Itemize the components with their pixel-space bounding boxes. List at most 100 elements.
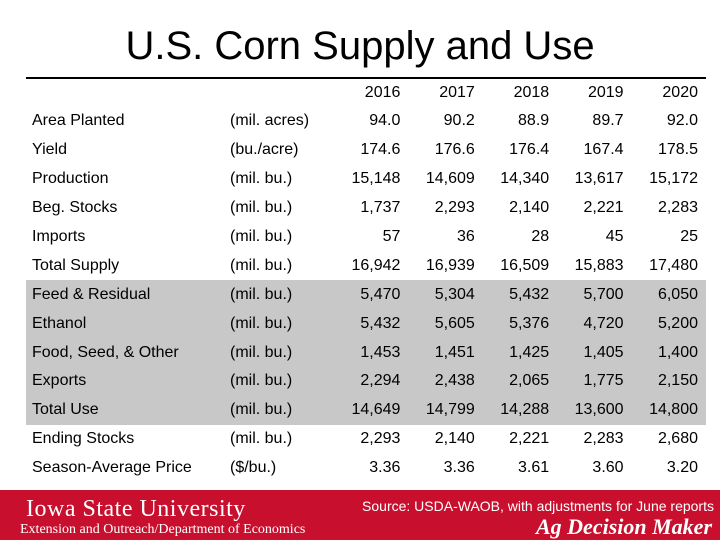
table-header-row: 2016 2017 2018 2019 2020 bbox=[26, 79, 706, 107]
row-label: Total Use bbox=[26, 395, 222, 425]
value-cell: 3.36 bbox=[443, 459, 475, 477]
row-label: Yield bbox=[32, 141, 67, 159]
table-row: Area Planted (mil. acres) 94.0 90.2 88.9 89.7… bbox=[26, 107, 706, 136]
year-header: 2018 bbox=[513, 84, 550, 101]
footer-bar bbox=[0, 490, 720, 540]
row-label: Total Supply bbox=[32, 256, 120, 274]
value-cell: 2,283 bbox=[583, 430, 624, 448]
value-cell: 28 bbox=[531, 228, 550, 245]
value-cell: 15,148 bbox=[351, 170, 401, 188]
value-cell: 4,720 bbox=[557, 309, 632, 339]
row-unit: (mil. bu.) bbox=[230, 256, 293, 274]
row-unit: (mil. bu.) bbox=[222, 367, 334, 396]
value-cell: 89.7 bbox=[592, 112, 624, 130]
row-unit: (mil. bu.) bbox=[230, 199, 293, 217]
value-cell: 5,304 bbox=[408, 280, 483, 310]
value-cell: 174.6 bbox=[360, 141, 401, 159]
value-cell: 92.0 bbox=[666, 112, 698, 130]
row-label: Ending Stocks bbox=[32, 430, 135, 448]
value-cell: 16,509 bbox=[500, 256, 550, 274]
row-unit: (mil. bu.) bbox=[230, 228, 293, 245]
value-cell: 2,140 bbox=[509, 199, 550, 217]
header-unit-blank bbox=[222, 79, 334, 107]
table-row: Season-Average Price ($/bu.) 3.36 3.36 3.61 3… bbox=[26, 454, 706, 483]
row-label: Area Planted bbox=[32, 112, 125, 130]
table-row: Feed & Residual (mil. bu.) 5,470 5,304 5,432… bbox=[26, 280, 706, 310]
value-cell: 13,617 bbox=[574, 170, 624, 188]
value-cell: 2,680 bbox=[657, 430, 698, 448]
value-cell: 3.60 bbox=[592, 459, 624, 477]
value-cell: 45 bbox=[605, 228, 624, 245]
value-cell: 14,609 bbox=[425, 170, 475, 188]
row-label: Exports bbox=[26, 367, 222, 396]
value-cell: 1,405 bbox=[557, 338, 632, 368]
table-row: Imports (mil. bu.) 57 36 28 45 25 bbox=[26, 223, 706, 252]
table-row: Ending Stocks (mil. bu.) 2,293 2,140 2,221 2,… bbox=[26, 425, 706, 454]
row-label: Feed & Residual bbox=[26, 280, 222, 310]
table-row: Ethanol (mil. bu.) 5,432 5,605 5,376 4,720 5,2… bbox=[26, 309, 706, 339]
value-cell: 14,288 bbox=[482, 395, 558, 425]
row-unit: (bu./acre) bbox=[230, 141, 299, 159]
value-cell: 5,700 bbox=[557, 280, 632, 310]
value-cell: 14,340 bbox=[500, 170, 550, 188]
value-cell: 3.36 bbox=[369, 459, 401, 477]
value-cell: 2,065 bbox=[482, 367, 558, 396]
row-label: Production bbox=[32, 170, 109, 188]
value-cell: 176.6 bbox=[434, 141, 475, 159]
value-cell: 2,293 bbox=[434, 199, 475, 217]
source-note: Source: USDA-WAOB, with adjustments for … bbox=[362, 498, 714, 514]
row-label: Food, Seed, & Other bbox=[26, 338, 222, 368]
value-cell: 13,600 bbox=[557, 395, 632, 425]
value-cell: 14,649 bbox=[334, 395, 409, 425]
value-cell: 15,883 bbox=[574, 256, 624, 274]
value-cell: 2,294 bbox=[334, 367, 409, 396]
row-unit: (mil. bu.) bbox=[230, 170, 293, 188]
table-row: Total Use (mil. bu.) 14,649 14,799 14,288 13,… bbox=[26, 395, 706, 425]
header-label-blank bbox=[26, 79, 222, 107]
value-cell: 14,799 bbox=[408, 395, 483, 425]
value-cell: 1,451 bbox=[408, 338, 483, 368]
row-label: Beg. Stocks bbox=[32, 199, 118, 217]
value-cell: 5,432 bbox=[482, 280, 558, 310]
year-header: 2019 bbox=[587, 84, 624, 101]
value-cell: 14,800 bbox=[631, 395, 706, 425]
value-cell: 3.20 bbox=[666, 459, 698, 477]
value-cell: 167.4 bbox=[583, 141, 624, 159]
value-cell: 176.4 bbox=[509, 141, 550, 159]
value-cell: 1,775 bbox=[557, 367, 632, 396]
table-row: Yield (bu./acre) 174.6 176.6 176.4 167.4 178.5 bbox=[26, 136, 706, 165]
value-cell: 2,221 bbox=[509, 430, 550, 448]
row-unit: ($/bu.) bbox=[230, 459, 277, 477]
value-cell: 5,432 bbox=[334, 309, 409, 339]
value-cell: 15,172 bbox=[649, 170, 698, 188]
year-header: 2020 bbox=[662, 84, 698, 101]
value-cell: 88.9 bbox=[518, 112, 550, 130]
value-cell: 1,737 bbox=[360, 199, 401, 217]
table-row: Production (mil. bu.) 15,148 14,609 14,340 13… bbox=[26, 165, 706, 194]
university-wordmark: Iowa State University bbox=[26, 496, 246, 522]
row-unit: (mil. acres) bbox=[230, 112, 310, 130]
department-name: Extension and Outreach/Department of Eco… bbox=[20, 522, 306, 537]
value-cell: 16,942 bbox=[351, 256, 401, 274]
title-divider bbox=[26, 77, 706, 79]
slide-title: U.S. Corn Supply and Use bbox=[125, 24, 595, 68]
table-row: Total Supply (mil. bu.) 16,942 16,939 16,509… bbox=[26, 251, 706, 280]
row-label: Season-Average Price bbox=[32, 459, 192, 477]
value-cell: 94.0 bbox=[369, 112, 401, 130]
value-cell: 2,293 bbox=[360, 430, 401, 448]
row-unit: (mil. bu.) bbox=[222, 309, 334, 339]
value-cell: 1,425 bbox=[482, 338, 558, 368]
value-cell: 36 bbox=[456, 228, 475, 245]
brand-logo-text: Ag Decision Maker bbox=[536, 514, 712, 539]
table-row: Beg. Stocks (mil. bu.) 1,737 2,293 2,140 2,22… bbox=[26, 194, 706, 223]
value-cell: 2,438 bbox=[408, 367, 483, 396]
row-label: Ethanol bbox=[26, 309, 222, 339]
value-cell: 5,470 bbox=[334, 280, 409, 310]
year-header: 2017 bbox=[439, 84, 475, 101]
value-cell: 5,376 bbox=[482, 309, 558, 339]
value-cell: 5,605 bbox=[408, 309, 483, 339]
table-body: Area Planted (mil. acres) 94.0 90.2 88.9 89.7… bbox=[26, 107, 706, 483]
row-label: Imports bbox=[32, 228, 86, 245]
value-cell: 2,140 bbox=[434, 430, 475, 448]
supply-use-table: 2016 2017 2018 2019 2020 Area Planted (mi… bbox=[26, 79, 706, 483]
